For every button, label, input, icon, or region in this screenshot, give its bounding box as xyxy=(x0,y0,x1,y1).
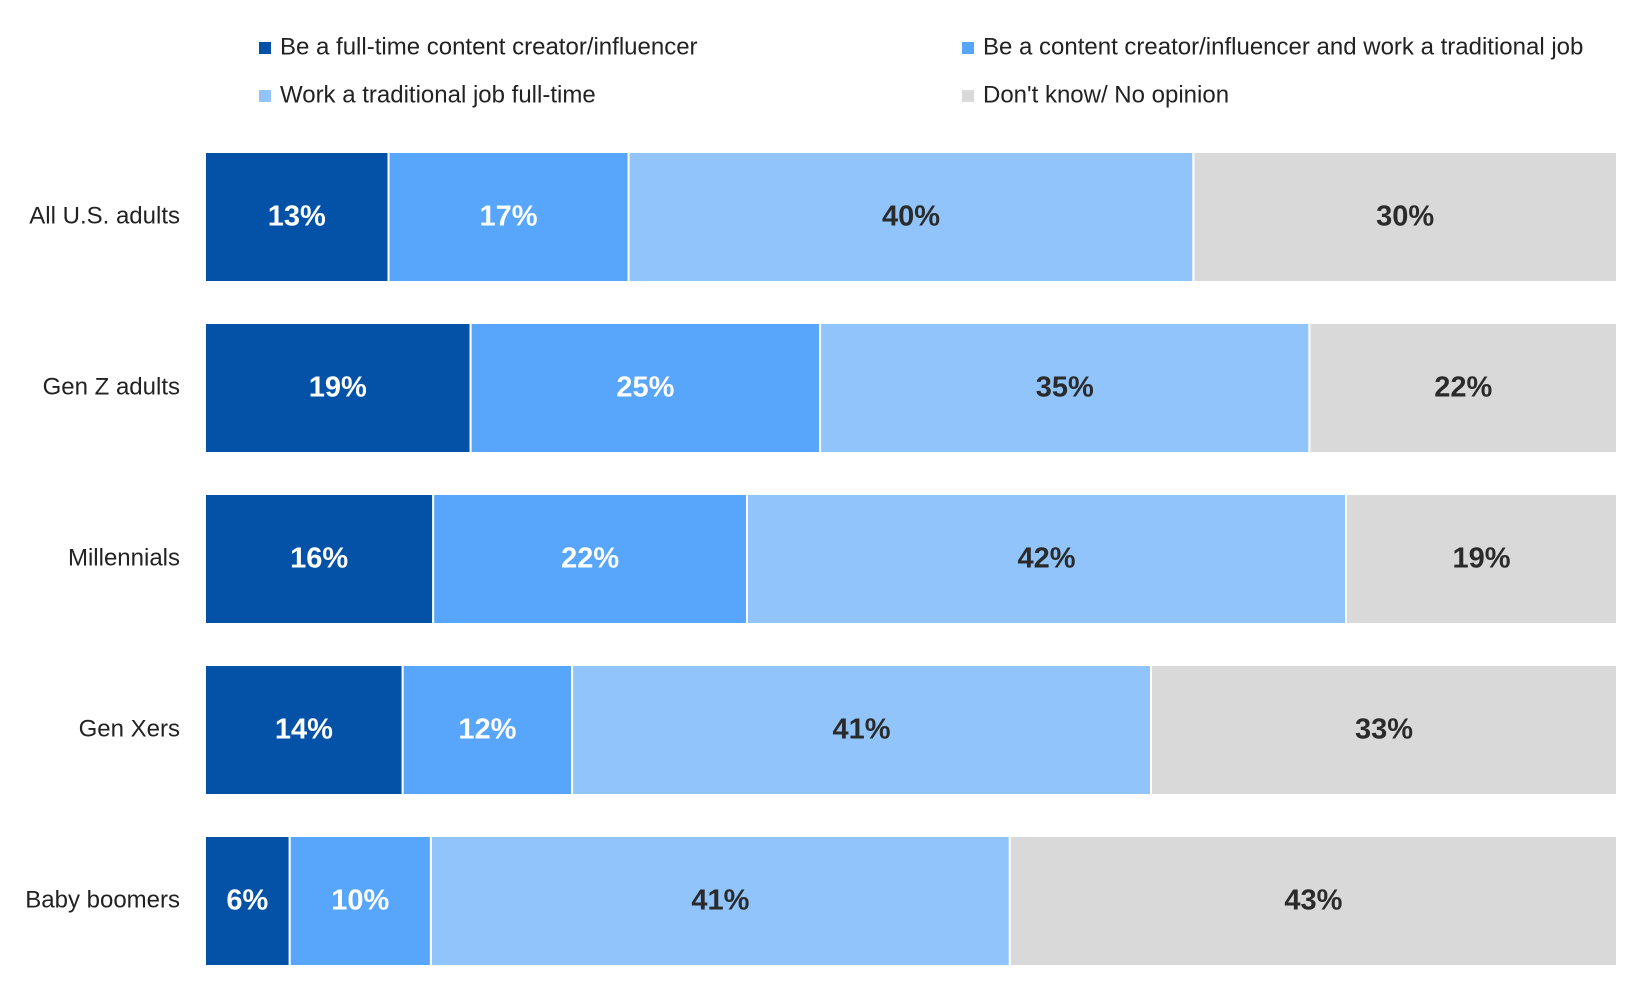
data-label: 43% xyxy=(1284,885,1342,917)
bar-segment xyxy=(571,664,1153,796)
legend-label: Don't know/ No opinion xyxy=(983,81,1229,108)
data-label: 33% xyxy=(1355,714,1413,746)
bar-segment xyxy=(1150,664,1619,796)
legend-item: Be a full-time content creator/influence… xyxy=(259,33,698,60)
bar-segment xyxy=(204,493,435,625)
bars: 13% 17% 40% 30%19% 25% 35% 22%16% 22% 42% 19%14% 1… xyxy=(204,151,1619,967)
bar-segment xyxy=(819,322,1311,454)
data-label: 19% xyxy=(1452,543,1510,575)
bar-segment xyxy=(204,322,472,454)
bar-segment xyxy=(1192,151,1619,283)
legend-item: Work a traditional job full-time xyxy=(259,81,596,108)
bar-row: 16% 22% 42% 19% xyxy=(204,493,1619,625)
category-label: Gen Z adults xyxy=(43,373,180,400)
category-labels: All U.S. adults Gen Z adults Millennials Ge… xyxy=(25,202,180,913)
bar-segment xyxy=(387,151,630,283)
bar-row: 14% 12% 41% 33% xyxy=(204,664,1619,796)
bar-segment xyxy=(204,664,404,796)
category-label: Millennials xyxy=(68,544,180,571)
data-label: 25% xyxy=(616,372,674,404)
bar-segment xyxy=(204,835,291,967)
data-label: 41% xyxy=(691,885,749,917)
bar-segment xyxy=(1008,835,1618,967)
data-label: 40% xyxy=(882,201,940,233)
category-label: Baby boomers xyxy=(25,886,180,913)
legend-swatch xyxy=(259,42,271,54)
data-label: 14% xyxy=(275,714,333,746)
bar-segment xyxy=(429,835,1011,967)
data-label: 30% xyxy=(1376,201,1434,233)
data-label: 10% xyxy=(331,885,389,917)
legend-label: Be a content creator/influencer and work… xyxy=(983,33,1583,60)
legend-label: Be a full-time content creator/influence… xyxy=(280,33,698,60)
legend-swatch xyxy=(259,90,271,102)
data-label: 35% xyxy=(1036,372,1094,404)
bar-row: 13% 17% 40% 30% xyxy=(204,151,1619,283)
category-label: Gen Xers xyxy=(79,715,180,742)
bar-row: 19% 25% 35% 22% xyxy=(204,322,1619,454)
data-label: 19% xyxy=(309,372,367,404)
legend-item: Be a content creator/influencer and work… xyxy=(962,33,1583,60)
data-label: 13% xyxy=(268,201,326,233)
data-label: 22% xyxy=(1434,372,1492,404)
bar-segment xyxy=(401,664,574,796)
bar-row: 6% 10% 41% 43% xyxy=(204,835,1618,967)
legend: Be a full-time content creator/influence… xyxy=(259,33,1583,108)
legend-label: Work a traditional job full-time xyxy=(280,81,596,108)
bar-segment xyxy=(1308,322,1619,454)
bar-segment xyxy=(288,835,432,967)
bar-segment xyxy=(627,151,1195,283)
data-label: 42% xyxy=(1017,543,1075,575)
bar-segment xyxy=(432,493,748,625)
data-label: 16% xyxy=(290,543,348,575)
data-label: 12% xyxy=(458,714,516,746)
data-label: 6% xyxy=(226,885,268,917)
bar-segment xyxy=(1345,493,1619,625)
legend-item: Don't know/ No opinion xyxy=(962,81,1229,108)
bar-segment xyxy=(204,151,390,283)
data-label: 17% xyxy=(480,201,538,233)
legend-swatch xyxy=(962,42,974,54)
legend-swatch xyxy=(962,90,974,102)
data-label: 41% xyxy=(833,714,891,746)
bar-segment xyxy=(469,322,822,454)
category-label: All U.S. adults xyxy=(29,202,180,229)
data-label: 22% xyxy=(561,543,619,575)
